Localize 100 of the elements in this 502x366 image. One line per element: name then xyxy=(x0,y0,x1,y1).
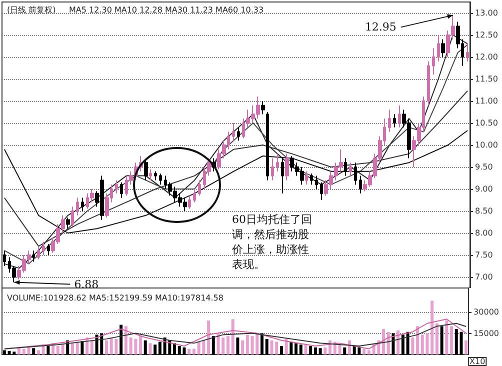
candlestick xyxy=(344,158,347,176)
y-tick-label: 7.50 xyxy=(475,250,493,260)
bar xyxy=(80,341,84,354)
bar xyxy=(430,300,434,354)
y-tick-label: 8.50 xyxy=(475,206,493,216)
y-tick-label: 12.50 xyxy=(475,30,498,40)
bar xyxy=(154,344,157,354)
bar xyxy=(104,340,108,354)
bar xyxy=(464,340,468,354)
candlestick xyxy=(237,126,240,142)
bar xyxy=(231,319,234,354)
candlestick xyxy=(76,197,79,216)
bar xyxy=(445,320,448,354)
bar xyxy=(270,340,274,354)
bar xyxy=(338,344,342,354)
bar xyxy=(318,348,322,354)
candlestick xyxy=(320,182,323,200)
bar xyxy=(36,350,40,354)
y-tick-label: 8.00 xyxy=(475,228,493,238)
bar xyxy=(260,333,264,354)
candlestick xyxy=(310,173,313,186)
text: VOLUME:101928.62 MA5:152199.59 MA10:197814.58 xyxy=(7,294,224,302)
bar xyxy=(304,344,308,354)
bar xyxy=(411,338,414,354)
bar xyxy=(362,348,366,354)
bar xyxy=(294,343,298,354)
bar xyxy=(120,324,123,354)
bar xyxy=(265,338,268,354)
bar xyxy=(280,346,283,354)
bar xyxy=(212,336,215,354)
y-tick-label: 9.50 xyxy=(475,162,493,172)
candlestick xyxy=(193,188,196,203)
bar xyxy=(70,343,74,354)
candlestick xyxy=(398,104,401,128)
candlestick xyxy=(188,195,191,210)
y-tick-label: 12.00 xyxy=(475,52,498,62)
bar xyxy=(124,326,128,354)
bar xyxy=(90,340,94,354)
annotation: 12.95 xyxy=(364,20,396,34)
bar xyxy=(188,348,191,354)
candlestick xyxy=(432,48,435,76)
bar xyxy=(236,338,240,354)
candlestick xyxy=(285,153,289,181)
bar xyxy=(18,347,21,354)
bar xyxy=(348,340,351,354)
bar xyxy=(460,332,463,354)
candlestick xyxy=(71,206,74,227)
candlestick xyxy=(281,158,284,194)
candlestick xyxy=(32,250,35,262)
candlestick xyxy=(441,38,445,58)
y-tick-label: 15000 xyxy=(474,328,500,338)
y-tick-label: 11.00 xyxy=(475,96,498,106)
candlestick xyxy=(81,197,84,212)
candlestick xyxy=(42,241,45,256)
bar xyxy=(367,350,370,354)
bar xyxy=(290,342,293,354)
candlestick xyxy=(144,160,148,181)
bar xyxy=(324,347,327,354)
bar xyxy=(173,343,176,354)
candlestick xyxy=(159,173,162,186)
candlestick xyxy=(388,109,391,132)
candlestick xyxy=(359,175,362,194)
bar xyxy=(314,347,317,354)
candlestick xyxy=(149,168,152,181)
y-tick-label: 30000 xyxy=(474,308,500,317)
bar xyxy=(440,326,444,354)
bar xyxy=(46,346,50,354)
bar xyxy=(148,343,152,354)
chart-title: (日线 前复权) xyxy=(7,6,56,14)
chart-subtitle: MA5 12.30 MA10 12.28 MA30 11.23 MA60 10.33 xyxy=(69,6,264,14)
bar xyxy=(435,323,438,354)
candlestick xyxy=(271,158,274,181)
candlestick xyxy=(349,162,352,176)
candlestick xyxy=(47,244,50,256)
y-tick-label: 10.00 xyxy=(475,140,498,150)
annotation: 6.88 xyxy=(74,278,99,291)
bar xyxy=(450,326,454,354)
candlestick xyxy=(66,217,70,230)
bar xyxy=(139,336,142,354)
bar xyxy=(343,347,346,354)
candlestick xyxy=(261,100,265,115)
bar xyxy=(144,340,147,354)
bar xyxy=(158,342,162,354)
bar xyxy=(2,350,6,354)
bar xyxy=(454,329,458,354)
bar xyxy=(207,320,210,354)
y-tick-label: 13.00 xyxy=(475,8,498,18)
candlestick xyxy=(354,162,357,186)
candlestick xyxy=(305,170,308,186)
bar xyxy=(416,326,420,354)
y-tick-label: 11.50 xyxy=(475,74,498,84)
candlestick xyxy=(120,182,123,198)
bar xyxy=(226,336,230,354)
y-axis-title: X10 xyxy=(470,357,486,366)
candlestick xyxy=(115,180,118,194)
candlestick xyxy=(315,175,318,190)
annotation: 60日均托住了回调，然后推动股价上涨，助涨性表现。 xyxy=(231,213,312,271)
candlestick xyxy=(266,112,269,181)
candlestick xyxy=(393,114,396,128)
candlestick xyxy=(466,43,469,62)
